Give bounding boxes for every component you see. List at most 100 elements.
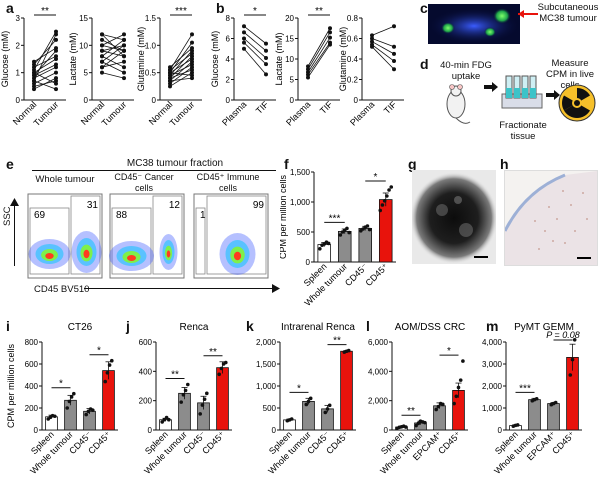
significance-label: *: [297, 383, 301, 394]
pair-line: [169, 55, 193, 79]
data-point: [452, 401, 456, 406]
y-tick-label: 2: [226, 76, 231, 85]
data-point: [32, 78, 36, 83]
y-tick-label: 0: [152, 96, 157, 105]
y-tick-label: 2,000: [368, 397, 389, 406]
data-point: [190, 32, 194, 37]
y-axis-title: Glucose (mM): [210, 31, 220, 88]
significance-label: **: [171, 370, 179, 381]
y-tick-label: 5: [290, 76, 295, 85]
y-tick-label: 4,000: [482, 338, 503, 347]
data-point: [122, 76, 126, 81]
x-tick-label: TIF: [254, 99, 271, 116]
chart-title: CT26: [68, 322, 93, 333]
data-point: [54, 81, 58, 86]
chart-title: AOM/DSS CRC: [395, 322, 466, 333]
data-point: [65, 406, 69, 410]
data-point: [385, 194, 389, 198]
panel-label-a: a: [6, 0, 14, 16]
chart-title: PyMT GEMM: [514, 322, 574, 333]
y-tick-label: 0.2: [347, 76, 359, 85]
pair-line: [169, 72, 193, 76]
pair-line: [307, 32, 331, 70]
panel-label-l: l: [366, 318, 370, 334]
data-point: [54, 76, 58, 81]
pair-line: [33, 58, 57, 74]
bar: [547, 403, 560, 431]
data-point: [304, 402, 309, 407]
arrow-icon: [518, 10, 538, 18]
data-point: [100, 70, 104, 75]
panel-label-e: e: [6, 156, 14, 172]
data-point: [32, 59, 36, 64]
significance-label: **: [315, 6, 323, 17]
y-tick-label: 1,000: [290, 198, 311, 207]
data-point: [345, 226, 349, 231]
y-axis-title: Glucose (mM): [0, 31, 10, 88]
y-tick-label: 2,000: [256, 338, 277, 347]
significance-label: **: [209, 347, 217, 358]
pair-line: [33, 66, 57, 79]
data-point: [190, 40, 194, 45]
data-point: [168, 65, 172, 70]
data-point: [168, 78, 172, 83]
data-point: [54, 70, 58, 75]
flow-gate-percent-left: 69: [34, 210, 46, 221]
pair-line: [243, 42, 267, 65]
data-point: [122, 54, 126, 59]
data-point: [168, 67, 172, 72]
x-tick-label: TIF: [318, 99, 335, 116]
y-tick-label: 600: [25, 360, 39, 369]
data-point: [202, 397, 207, 401]
data-point: [370, 33, 374, 38]
data-point: [224, 360, 228, 365]
y-tick-label: 10: [285, 55, 294, 64]
data-point: [54, 54, 58, 59]
flow-gate-percent-right: 99: [253, 200, 265, 211]
panel-label-b: b: [216, 0, 225, 16]
data-point: [423, 420, 427, 425]
data-point: [179, 400, 183, 404]
data-point: [306, 75, 310, 80]
pair-line: [101, 34, 125, 46]
data-point: [54, 57, 58, 61]
data-point: [84, 412, 88, 417]
arrow-right-icon-1: [484, 82, 498, 92]
flow-col-title-1: Whole tumour: [35, 174, 95, 185]
data-point: [100, 65, 104, 70]
data-point: [32, 62, 36, 67]
histology-image: [504, 170, 598, 266]
data-point: [32, 65, 36, 70]
flow-gate-percent-right: 12: [169, 200, 181, 211]
data-point: [181, 393, 186, 397]
data-point: [167, 417, 171, 422]
y-tick-label: 3,000: [482, 360, 503, 369]
data-point: [72, 391, 76, 396]
significance-label: *: [59, 379, 63, 390]
radiation-icon: [558, 84, 596, 122]
data-point: [242, 36, 246, 41]
data-point: [392, 24, 396, 29]
y-tick-label: 0: [306, 258, 311, 267]
data-point: [318, 247, 322, 251]
data-point: [456, 385, 461, 390]
y-tick-label: 0: [16, 96, 21, 105]
data-point: [190, 59, 194, 64]
data-point: [328, 35, 332, 40]
y-tick-label: 8: [226, 14, 231, 23]
data-point: [53, 414, 57, 419]
significance-label: *: [447, 346, 451, 357]
flow-gate-right: [70, 195, 101, 275]
data-point: [414, 423, 418, 428]
panel-label-j: j: [126, 318, 130, 334]
data-point: [436, 404, 441, 409]
data-point: [54, 62, 58, 67]
data-point: [54, 65, 58, 70]
pair-line: [371, 38, 395, 48]
data-point: [54, 78, 58, 83]
flow-density-peak: [83, 249, 90, 259]
y-tick-label: 500: [297, 228, 311, 237]
flow-y-arrow-line: [14, 206, 15, 266]
data-point: [242, 40, 246, 45]
